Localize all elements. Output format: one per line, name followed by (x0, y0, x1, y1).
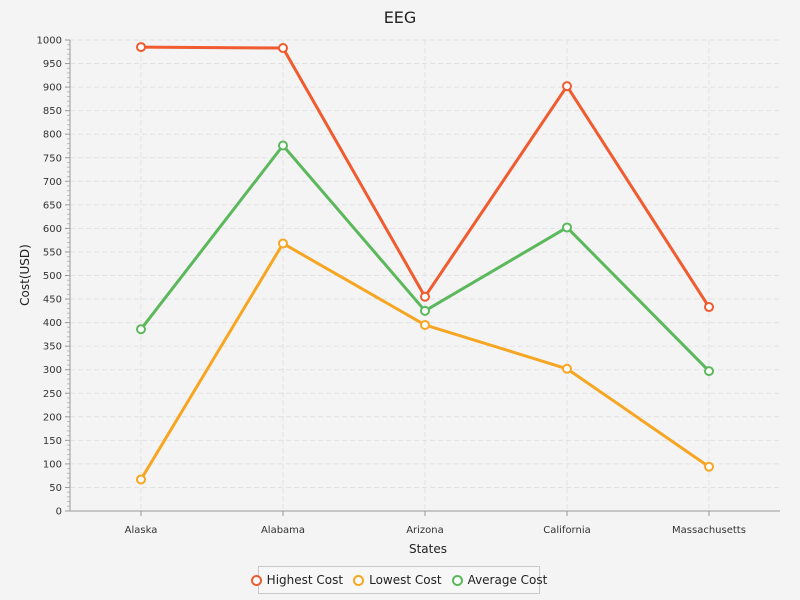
data-point-highest-cost (704, 302, 714, 313)
data-point-average-cost (420, 305, 430, 316)
data-point-highest-cost (136, 42, 146, 53)
data-point-highest-cost (420, 291, 430, 302)
series-layer (136, 42, 714, 485)
y-tick-label: 800 (43, 130, 62, 141)
y-tick-label: 1000 (37, 36, 62, 47)
legend-item: Average Cost (451, 573, 548, 587)
y-tick-label: 450 (43, 295, 62, 306)
y-tick-label: 400 (43, 318, 62, 329)
legend-label: Highest Cost (266, 573, 344, 587)
y-tick-label: 100 (43, 459, 62, 470)
y-axis-title: Cost(USD) (18, 244, 32, 306)
y-tick-label: 850 (43, 106, 62, 117)
legend-marker-icon (451, 574, 463, 586)
y-tick-label: 750 (43, 153, 62, 164)
y-tick-label: 250 (43, 389, 62, 400)
x-tick-label: California (543, 525, 591, 536)
y-tick-label: 150 (43, 436, 62, 447)
x-tick-label: Alaska (125, 525, 158, 536)
data-point-average-cost (136, 324, 146, 335)
data-point-average-cost (278, 140, 288, 151)
data-point-highest-cost (278, 43, 288, 54)
x-tick-label: Arizona (406, 525, 444, 536)
y-tick-label: 950 (43, 59, 62, 70)
y-tick-label: 300 (43, 365, 62, 376)
y-tick-label: 900 (43, 83, 62, 94)
chart-title: EEG (384, 8, 417, 27)
data-point-lowest-cost (278, 238, 288, 249)
legend: Highest Cost Lowest Cost Average Cost (250, 566, 547, 594)
axes: 0 50 100 150 200 250 300 350 400 450 500 550 600 650 7… (37, 36, 780, 536)
data-point-average-cost (704, 366, 714, 377)
y-tick-label: 350 (43, 342, 62, 353)
y-tick-label: 50 (49, 483, 62, 494)
x-tick-label: Massachusetts (672, 525, 746, 536)
data-point-lowest-cost (704, 461, 714, 472)
x-axis-title: States (409, 542, 447, 556)
y-tick-label: 700 (43, 177, 62, 188)
data-point-average-cost (562, 222, 572, 233)
y-tick-label: 600 (43, 224, 62, 235)
y-tick-label: 0 (56, 507, 62, 518)
y-tick-label: 500 (43, 271, 62, 282)
legend-marker-icon (250, 574, 262, 586)
legend-item: Lowest Cost (353, 573, 442, 587)
legend-item: Highest Cost (250, 573, 344, 587)
legend-label: Average Cost (467, 573, 548, 587)
y-tick-label: 650 (43, 200, 62, 211)
data-point-lowest-cost (136, 474, 146, 485)
data-point-lowest-cost (562, 363, 572, 374)
x-tick-label: Alabama (261, 525, 305, 536)
grid (70, 39, 780, 512)
legend-marker-icon (353, 574, 365, 586)
data-point-lowest-cost (420, 319, 430, 330)
y-tick-label: 550 (43, 247, 62, 258)
data-point-highest-cost (562, 81, 572, 92)
y-tick-label: 200 (43, 412, 62, 423)
legend-label: Lowest Cost (369, 573, 442, 587)
